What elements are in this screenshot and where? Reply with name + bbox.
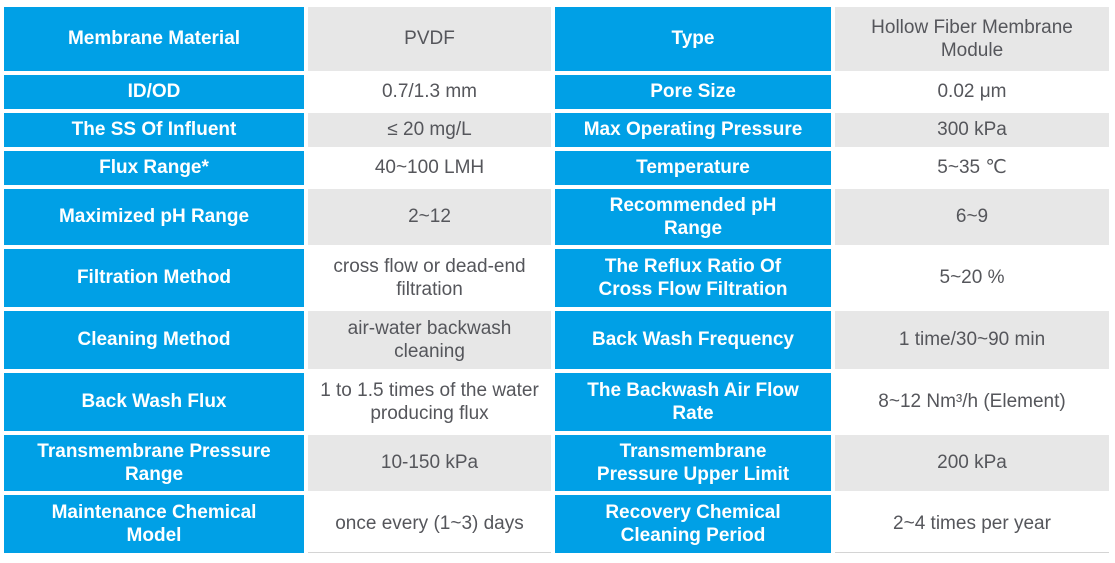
spec-label-cell: Transmembrane Pressure Upper Limit bbox=[555, 435, 831, 491]
spec-label-cell: ID/OD bbox=[4, 75, 304, 109]
spec-value-cell: once every (1~3) days bbox=[308, 495, 551, 553]
spec-value-cell: Hollow Fiber Membrane Module bbox=[835, 7, 1109, 71]
spec-value-cell: air-water backwash cleaning bbox=[308, 311, 551, 369]
spec-label-cell: Recommended pH Range bbox=[555, 189, 831, 245]
spec-label-cell: Pore Size bbox=[555, 75, 831, 109]
spec-label-cell: Maximized pH Range bbox=[4, 189, 304, 245]
spec-label-cell: Transmembrane Pressure Range bbox=[4, 435, 304, 491]
spec-label-cell: The Backwash Air Flow Rate bbox=[555, 373, 831, 431]
spec-value-cell: 1 time/30~90 min bbox=[835, 311, 1109, 369]
spec-value-cell: 1 to 1.5 times of the water producing fl… bbox=[308, 373, 551, 431]
spec-value-cell: 200 kPa bbox=[835, 435, 1109, 491]
spec-label-cell: Filtration Method bbox=[4, 249, 304, 307]
spec-value-cell: 40~100 LMH bbox=[308, 151, 551, 185]
spec-value-cell: 2~4 times per year bbox=[835, 495, 1109, 553]
spec-value-cell: 8~12 Nm³/h (Element) bbox=[835, 373, 1109, 431]
spec-value-cell: PVDF bbox=[308, 7, 551, 71]
spec-value-cell: 0.02 μm bbox=[835, 75, 1109, 109]
spec-label-cell: Temperature bbox=[555, 151, 831, 185]
spec-value-cell: 5~20 % bbox=[835, 249, 1109, 307]
spec-value-cell: ≤ 20 mg/L bbox=[308, 113, 551, 147]
spec-label-cell: Back Wash Frequency bbox=[555, 311, 831, 369]
spec-value-cell: 0.7/1.3 mm bbox=[308, 75, 551, 109]
spec-label-cell: Type bbox=[555, 7, 831, 71]
spec-label-cell: Back Wash Flux bbox=[4, 373, 304, 431]
spec-label-cell: Recovery Chemical Cleaning Period bbox=[555, 495, 831, 553]
spec-value-cell: 300 kPa bbox=[835, 113, 1109, 147]
spec-label-cell: Membrane Material bbox=[4, 7, 304, 71]
spec-label-cell: Maintenance Chemical Model bbox=[4, 495, 304, 553]
spec-value-cell: 2~12 bbox=[308, 189, 551, 245]
spec-label-cell: The SS Of Influent bbox=[4, 113, 304, 147]
spec-value-cell: 6~9 bbox=[835, 189, 1109, 245]
spec-table: Membrane Material PVDF Type Hollow Fiber Me… bbox=[4, 7, 1109, 553]
spec-value-cell: 10-150 kPa bbox=[308, 435, 551, 491]
spec-label-cell: Cleaning Method bbox=[4, 311, 304, 369]
spec-label-cell: Flux Range* bbox=[4, 151, 304, 185]
spec-value-cell: cross flow or dead-end filtration bbox=[308, 249, 551, 307]
spec-value-cell: 5~35 ℃ bbox=[835, 151, 1109, 185]
spec-label-cell: The Reflux Ratio Of Cross Flow Filtratio… bbox=[555, 249, 831, 307]
spec-label-cell: Max Operating Pressure bbox=[555, 113, 831, 147]
